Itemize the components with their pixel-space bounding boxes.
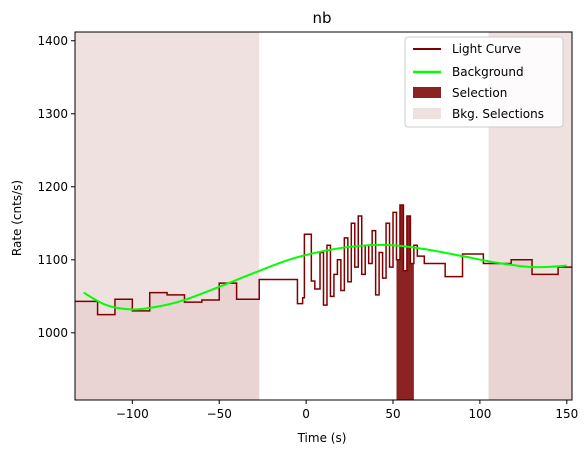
x-axis-ticks: −100 −50 0 50 100 150	[116, 400, 578, 421]
y-tick-label: 1100	[37, 253, 68, 267]
legend-swatch-selection	[413, 87, 441, 98]
y-tick-label: 1300	[37, 107, 68, 121]
legend-swatch-bkg-selections	[413, 108, 441, 119]
legend-label-light-curve: Light Curve	[452, 42, 521, 56]
plot-frame	[74, 31, 573, 401]
x-tick-label: 150	[555, 407, 578, 421]
legend: Light Curve Background Selection Bkg. Se…	[404, 36, 564, 128]
selection-layer	[396, 205, 414, 400]
y-axis-ticks: 1000 1100 1200 1300 1400	[37, 34, 75, 340]
x-tick-label: 50	[385, 407, 400, 421]
legend-box	[404, 36, 564, 128]
x-tick-label: 100	[468, 407, 491, 421]
y-tick-label: 1400	[37, 34, 68, 48]
legend-label-bkg-selections: Bkg. Selections	[452, 107, 544, 121]
selection-area-0	[396, 205, 414, 400]
y-axis-label: Rate (cnts/s)	[10, 180, 24, 256]
y-tick-label: 1200	[37, 180, 68, 194]
x-axis-label: Time (s)	[297, 431, 347, 445]
x-tick-label: 0	[302, 407, 310, 421]
bkg-selection-area-0	[75, 283, 260, 400]
y-tick-label: 1000	[37, 326, 68, 340]
x-tick-label: −50	[207, 407, 232, 421]
legend-label-selection: Selection	[452, 86, 507, 100]
bkg-selection-area-1	[488, 259, 572, 400]
chart-title: nb	[312, 9, 331, 27]
x-tick-label: −100	[116, 407, 149, 421]
background-series	[83, 243, 567, 311]
legend-label-background: Background	[452, 65, 524, 79]
